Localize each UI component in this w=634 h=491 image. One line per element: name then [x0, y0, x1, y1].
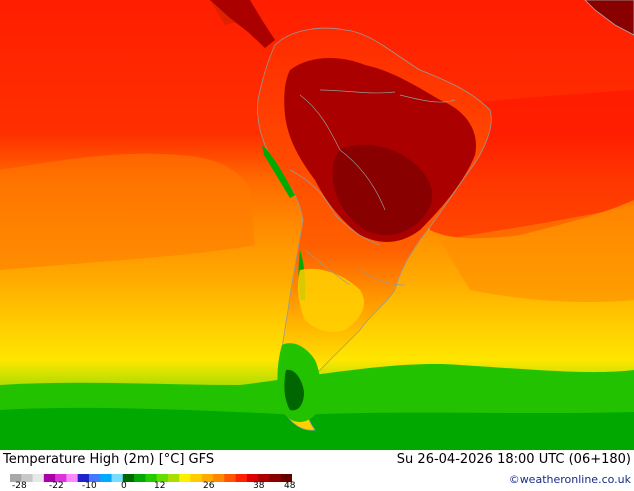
legend-swatch [100, 474, 113, 482]
legend-swatch [66, 474, 79, 482]
color-legend-bar [10, 474, 292, 482]
legend-tick-label: -10 [82, 481, 97, 491]
legend-swatch [145, 474, 158, 482]
caribbean-island [584, 0, 634, 36]
model-run-label: Su 26-04-2026 18:00 UTC (06+180) [396, 452, 631, 467]
legend-swatch [167, 474, 180, 482]
legend-swatch [224, 474, 237, 482]
argentina-yellow [297, 268, 365, 332]
legend-tick-label: 0 [121, 481, 127, 491]
legend-tick-label: 26 [203, 481, 215, 491]
legend-swatch [179, 474, 191, 482]
southern-dark-green [0, 407, 634, 450]
legend-swatch [88, 474, 101, 482]
legend-swatch [190, 474, 203, 482]
central-america-land [210, 0, 275, 48]
legend-swatch [55, 474, 67, 482]
legend-swatch [21, 474, 34, 482]
site-credit: ©weatheronline.co.uk [508, 473, 631, 486]
legend-swatch [32, 474, 45, 482]
legend-swatch [156, 474, 169, 482]
legend-swatch [201, 474, 214, 482]
legend-tick-label: 38 [253, 481, 265, 491]
legend-tick-label: -28 [12, 481, 27, 491]
country-borders [289, 89, 456, 286]
legend-tick-label: 48 [284, 481, 296, 491]
legend-swatch [111, 474, 124, 482]
brazil-extreme-region [332, 144, 433, 235]
map-footer: Temperature High (2m) [°C] GFS Su 26-04-… [0, 450, 634, 491]
legend-swatch [280, 474, 292, 482]
legend-tick-label: -22 [49, 481, 64, 491]
pacific-orange-band [0, 153, 255, 270]
legend-swatch [134, 474, 146, 482]
legend-swatch [235, 474, 248, 482]
map-title: Temperature High (2m) [°C] GFS [3, 452, 215, 467]
andes-green-strip [262, 145, 295, 198]
legend-swatch [258, 474, 270, 482]
legend-swatch [269, 474, 282, 482]
legend-swatch [213, 474, 225, 482]
patagonia-dark-green [284, 369, 304, 411]
legend-swatch [122, 474, 135, 482]
legend-swatch [77, 474, 90, 482]
legend-swatch [246, 474, 259, 482]
legend-swatch [10, 474, 22, 482]
legend-tick-label: 12 [154, 481, 166, 491]
legend-swatch [43, 474, 56, 482]
temperature-map [0, 0, 634, 450]
atlantic-orange-area [440, 205, 634, 302]
